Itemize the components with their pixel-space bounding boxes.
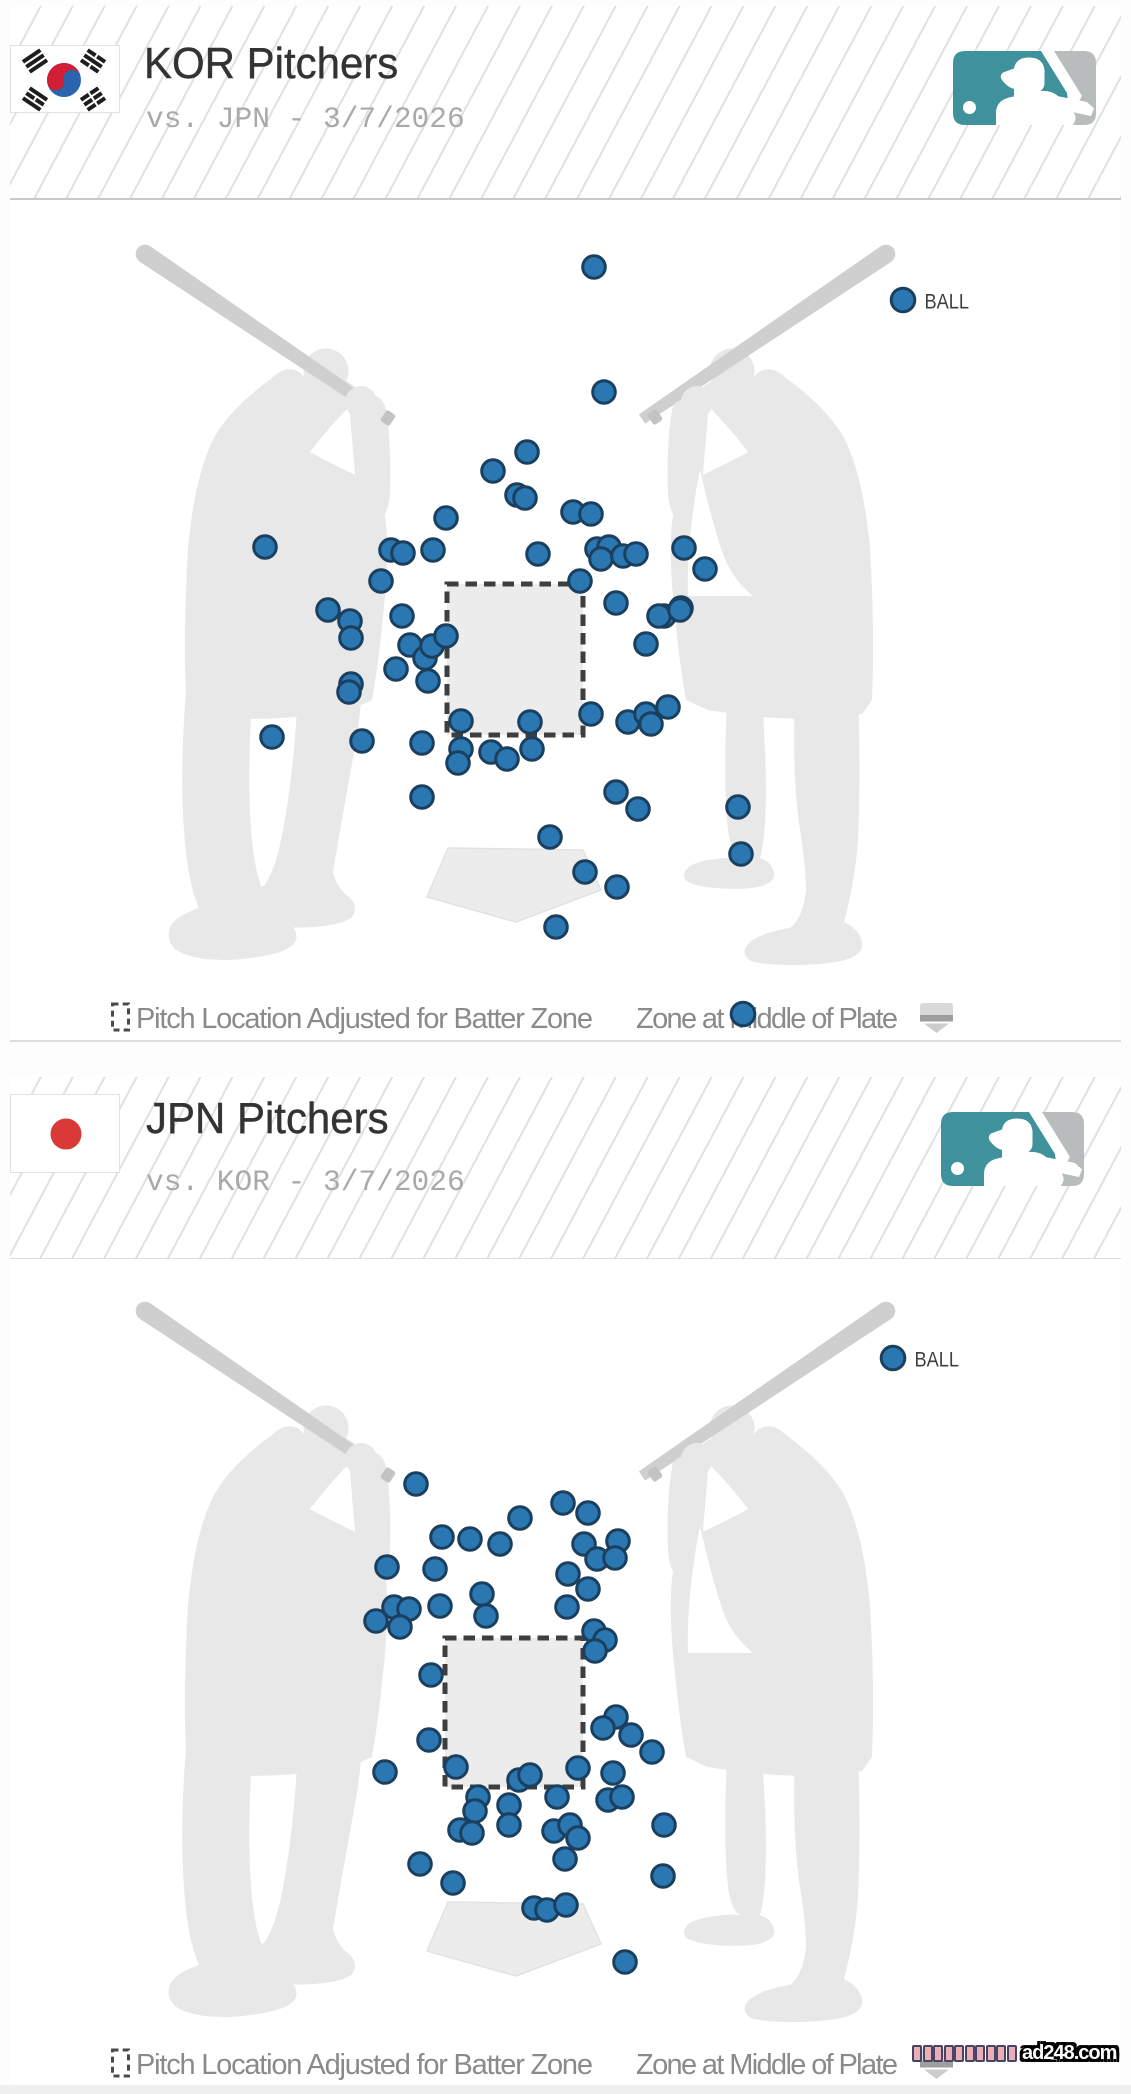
svg-text:Pitch Location Adjusted for Ba: Pitch Location Adjusted for Batter Zone [136, 2049, 593, 2081]
svg-text:BALL: BALL [915, 1349, 960, 1372]
svg-text:BALL: BALL [925, 291, 970, 314]
svg-text:Zone at Middle of Plate: Zone at Middle of Plate [636, 2049, 898, 2081]
svg-text:Pitch Location Adjusted for Ba: Pitch Location Adjusted for Batter Zone [136, 1003, 593, 1035]
svg-text:Zone at Middle of Plate: Zone at Middle of Plate [636, 1003, 898, 1035]
